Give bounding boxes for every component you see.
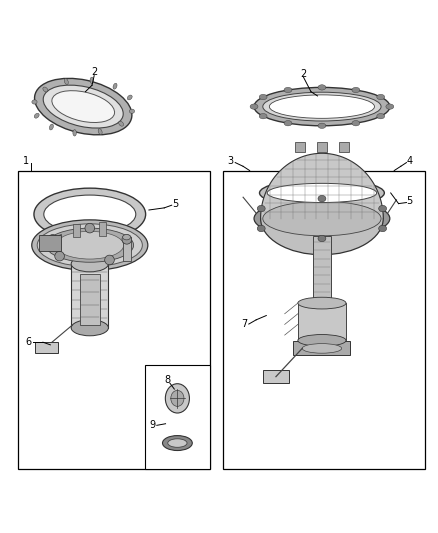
Ellipse shape bbox=[127, 95, 132, 100]
Text: 5: 5 bbox=[406, 197, 413, 206]
Bar bbox=[39, 235, 61, 251]
Bar bbox=[313, 237, 331, 306]
Ellipse shape bbox=[259, 114, 267, 119]
Ellipse shape bbox=[259, 94, 267, 100]
Ellipse shape bbox=[318, 196, 326, 202]
Ellipse shape bbox=[318, 123, 326, 128]
Ellipse shape bbox=[261, 182, 383, 255]
Text: 2: 2 bbox=[91, 67, 97, 77]
Ellipse shape bbox=[269, 95, 374, 118]
Text: 5: 5 bbox=[172, 199, 178, 208]
Bar bbox=[73, 224, 80, 237]
Ellipse shape bbox=[254, 87, 390, 126]
Bar bbox=[339, 142, 349, 152]
Ellipse shape bbox=[379, 225, 387, 232]
Ellipse shape bbox=[386, 104, 394, 109]
Bar bbox=[35, 342, 58, 353]
Ellipse shape bbox=[49, 124, 53, 130]
Ellipse shape bbox=[32, 220, 148, 271]
Ellipse shape bbox=[98, 128, 102, 135]
Ellipse shape bbox=[85, 223, 95, 233]
Ellipse shape bbox=[352, 120, 360, 126]
Ellipse shape bbox=[379, 205, 387, 212]
Ellipse shape bbox=[166, 384, 189, 413]
Ellipse shape bbox=[302, 344, 342, 353]
Bar bbox=[295, 142, 305, 152]
Ellipse shape bbox=[52, 91, 115, 123]
Ellipse shape bbox=[37, 224, 142, 266]
Text: 3: 3 bbox=[227, 156, 233, 166]
Bar bbox=[317, 142, 327, 152]
Ellipse shape bbox=[257, 225, 265, 232]
Ellipse shape bbox=[171, 390, 184, 406]
Ellipse shape bbox=[119, 122, 124, 126]
Bar bbox=[298, 303, 346, 341]
Ellipse shape bbox=[298, 297, 346, 309]
Ellipse shape bbox=[263, 92, 381, 121]
Ellipse shape bbox=[46, 228, 134, 262]
Ellipse shape bbox=[377, 114, 385, 119]
Ellipse shape bbox=[263, 201, 381, 236]
Bar bbox=[80, 274, 99, 325]
Ellipse shape bbox=[298, 335, 346, 346]
Text: 6: 6 bbox=[25, 337, 32, 347]
Bar bbox=[123, 237, 131, 261]
Bar bbox=[18, 171, 210, 469]
Ellipse shape bbox=[162, 435, 192, 450]
Ellipse shape bbox=[284, 87, 292, 93]
Ellipse shape bbox=[318, 85, 326, 90]
Ellipse shape bbox=[254, 199, 390, 238]
Text: 1: 1 bbox=[23, 156, 29, 166]
Bar bbox=[223, 171, 425, 469]
Ellipse shape bbox=[168, 439, 187, 447]
Ellipse shape bbox=[64, 78, 68, 85]
Text: 2: 2 bbox=[300, 69, 307, 78]
Ellipse shape bbox=[34, 188, 145, 240]
Ellipse shape bbox=[257, 205, 265, 212]
Bar bbox=[145, 365, 210, 469]
Ellipse shape bbox=[122, 235, 132, 244]
Ellipse shape bbox=[123, 235, 131, 240]
Text: 4: 4 bbox=[406, 156, 413, 166]
Ellipse shape bbox=[34, 114, 39, 118]
Ellipse shape bbox=[71, 320, 109, 336]
Polygon shape bbox=[261, 154, 383, 219]
Bar bbox=[99, 222, 106, 236]
Bar bbox=[263, 370, 289, 383]
Ellipse shape bbox=[250, 104, 258, 109]
Ellipse shape bbox=[267, 183, 377, 203]
Ellipse shape bbox=[35, 78, 132, 135]
Bar bbox=[71, 264, 109, 328]
Ellipse shape bbox=[377, 94, 385, 100]
Ellipse shape bbox=[318, 235, 326, 241]
Ellipse shape bbox=[55, 252, 64, 261]
Ellipse shape bbox=[284, 120, 292, 126]
Text: 8: 8 bbox=[164, 375, 170, 385]
Ellipse shape bbox=[43, 87, 48, 92]
Ellipse shape bbox=[48, 235, 57, 244]
Ellipse shape bbox=[105, 255, 114, 265]
Ellipse shape bbox=[43, 85, 123, 128]
Ellipse shape bbox=[90, 77, 94, 84]
Text: 9: 9 bbox=[149, 421, 155, 430]
Ellipse shape bbox=[32, 100, 37, 104]
Ellipse shape bbox=[56, 231, 124, 259]
Text: 7: 7 bbox=[241, 319, 247, 329]
Ellipse shape bbox=[73, 130, 76, 136]
Bar bbox=[293, 342, 350, 355]
Ellipse shape bbox=[352, 87, 360, 93]
Ellipse shape bbox=[44, 195, 136, 233]
Ellipse shape bbox=[259, 179, 385, 207]
Ellipse shape bbox=[129, 109, 134, 114]
Ellipse shape bbox=[71, 256, 109, 272]
Ellipse shape bbox=[113, 83, 117, 89]
